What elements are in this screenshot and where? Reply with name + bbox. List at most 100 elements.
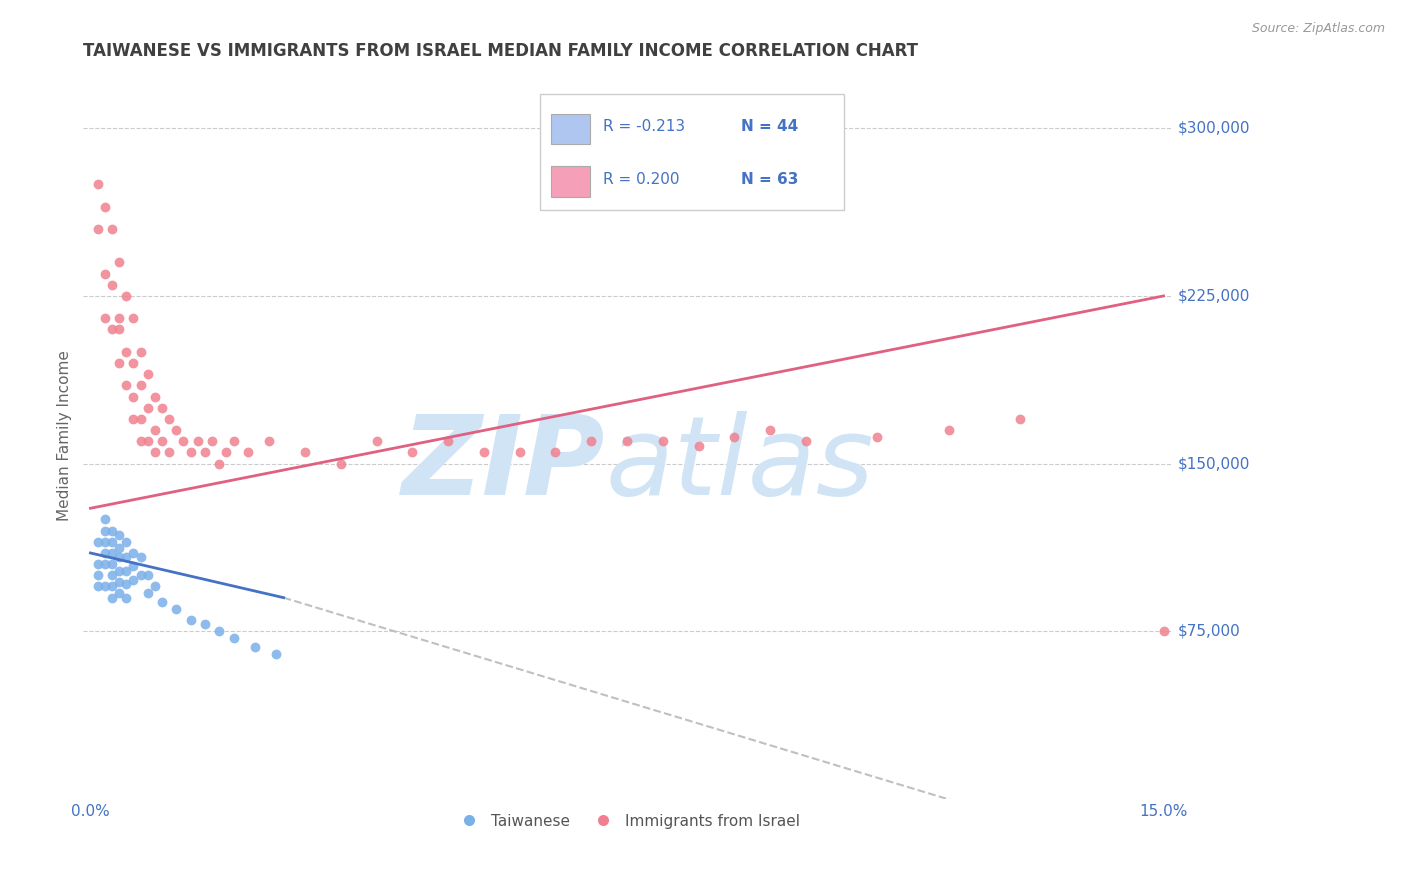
Point [150,595,173,609]
Point [86,534,108,549]
Point [581,434,603,449]
Point [129,344,152,359]
Point [401,445,423,459]
Point [157,412,180,426]
Text: atlas: atlas [605,411,875,518]
Point [222,434,245,449]
Point [86,557,108,571]
Point [122,412,145,426]
Point [136,401,159,415]
Point [866,430,889,444]
Point [208,624,231,639]
FancyBboxPatch shape [540,95,845,211]
Point [294,445,316,459]
Point [108,550,131,565]
Point [194,617,217,632]
Point [136,586,159,600]
Point [150,434,173,449]
Point [108,564,131,578]
Point [115,564,138,578]
Point [101,222,124,236]
Point [180,445,202,459]
Point [236,445,259,459]
Point [108,528,131,542]
Text: Source: ZipAtlas.com: Source: ZipAtlas.com [1251,22,1385,36]
Point [143,390,166,404]
Y-axis label: Median Family Income: Median Family Income [58,351,72,521]
Point [165,423,187,437]
Point [544,445,567,459]
Point [122,356,145,370]
Text: ZIP: ZIP [402,411,605,518]
Point [1153,624,1175,639]
Text: $150,000: $150,000 [1178,456,1250,471]
Point [108,255,131,269]
Point [101,534,124,549]
Point [143,445,166,459]
Point [94,512,117,526]
Point [101,524,124,538]
Text: R = -0.213: R = -0.213 [603,120,685,135]
Point [723,430,745,444]
Point [115,577,138,591]
Point [115,550,138,565]
Point [115,344,138,359]
Text: R = 0.200: R = 0.200 [603,171,679,186]
Point [122,311,145,326]
Point [208,457,231,471]
Point [108,356,131,370]
Point [94,557,117,571]
Point [143,423,166,437]
Point [108,322,131,336]
Point [115,378,138,392]
Point [101,557,124,571]
Point [94,534,117,549]
Point [108,541,131,556]
Point [101,568,124,582]
Point [101,277,124,292]
Point [108,311,131,326]
Point [157,445,180,459]
Point [329,457,352,471]
Point [366,434,388,449]
Point [616,434,638,449]
Point [437,434,460,449]
Point [94,546,117,560]
Point [136,568,159,582]
Point [509,445,531,459]
Text: $225,000: $225,000 [1178,288,1250,303]
Point [243,640,266,654]
Point [688,439,710,453]
Point [101,546,124,560]
Point [86,568,108,582]
Point [194,445,217,459]
Point [122,546,145,560]
Point [94,267,117,281]
Point [86,580,108,594]
Point [180,613,202,627]
Point [101,322,124,336]
Point [108,574,131,589]
Point [215,445,238,459]
Point [259,434,281,449]
Point [94,200,117,214]
Point [172,434,194,449]
Point [1010,412,1032,426]
Point [115,289,138,303]
Point [122,559,145,574]
Point [136,434,159,449]
Point [266,647,288,661]
Point [143,580,166,594]
Point [101,591,124,605]
FancyBboxPatch shape [551,166,591,196]
Point [201,434,224,449]
Text: N = 44: N = 44 [741,120,799,135]
Point [122,573,145,587]
Point [136,367,159,381]
Point [86,177,108,191]
Point [129,550,152,565]
Point [94,524,117,538]
Point [108,586,131,600]
Point [129,434,152,449]
Point [150,401,173,415]
